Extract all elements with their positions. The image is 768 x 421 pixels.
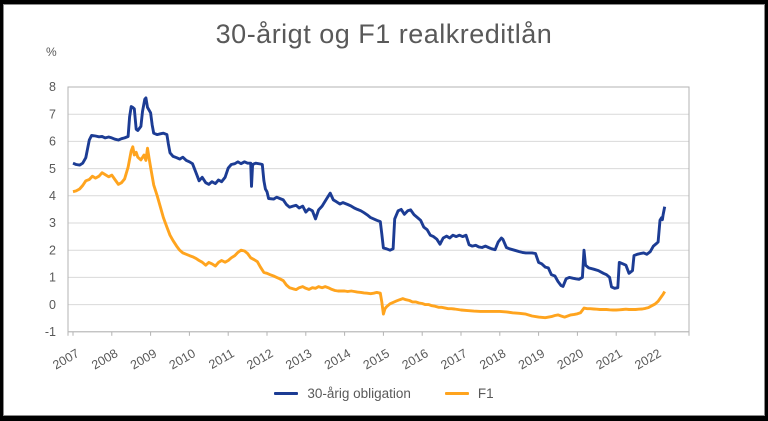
x-axis-tick-label: 2022	[632, 346, 663, 372]
chart-card	[3, 4, 765, 416]
y-axis-tick-label: 0	[49, 298, 56, 312]
plot-border	[67, 86, 690, 333]
y-axis-tick-label: 3	[49, 216, 56, 230]
y-axis-tick-label: 8	[49, 80, 56, 94]
y-axis-tick-label: 7	[49, 107, 56, 121]
x-axis-tick-label: 2008	[89, 346, 120, 372]
y-axis-tick-label: 4	[49, 189, 56, 203]
x-axis-tick-label: 2014	[322, 346, 353, 372]
y-axis-tick-label: 6	[49, 135, 56, 149]
x-axis-tick-label: 2012	[244, 346, 275, 372]
y-axis-tick-label: 2	[49, 243, 56, 257]
x-axis-tick-label: 2020	[555, 346, 586, 372]
legend-item-30-year: 30-årig obligation	[274, 386, 411, 401]
legend-swatch-f1	[444, 391, 469, 395]
chart-title: 30-årigt og F1 realkreditlån	[215, 19, 553, 49]
legend-item-f1: F1	[444, 385, 494, 401]
x-axis-tick-label: 2019	[516, 346, 547, 372]
x-axis-tick-label: 2021	[594, 346, 625, 372]
series-line-30-year	[72, 96, 667, 290]
x-axis-tick-label: 2010	[167, 346, 198, 372]
x-axis-tick-label: 2015	[361, 346, 392, 372]
x-axis-tick-label: 2011	[206, 346, 236, 372]
chart-legend: 30-årig obligation F1	[0, 383, 768, 403]
y-axis-tick-label: -1	[45, 325, 56, 339]
x-axis-tick-label: 2009	[128, 346, 159, 372]
x-axis-tick-label: 2013	[283, 346, 314, 372]
y-axis-tick-label: 5	[49, 162, 56, 176]
legend-swatch-30-year	[274, 391, 299, 395]
x-axis-tick-label: 2018	[477, 346, 508, 372]
x-axis-tick-label: 2017	[438, 346, 469, 372]
legend-label-f1: F1	[477, 385, 494, 401]
x-axis-tick-label: 2016	[400, 346, 431, 372]
y-axis-unit-label: %	[46, 45, 57, 59]
y-axis-tick-label: 1	[49, 271, 56, 285]
series-line-f1	[72, 145, 666, 320]
legend-label-30-year: 30-årig obligation	[307, 385, 411, 401]
x-axis-tick-label: 2007	[50, 346, 81, 372]
